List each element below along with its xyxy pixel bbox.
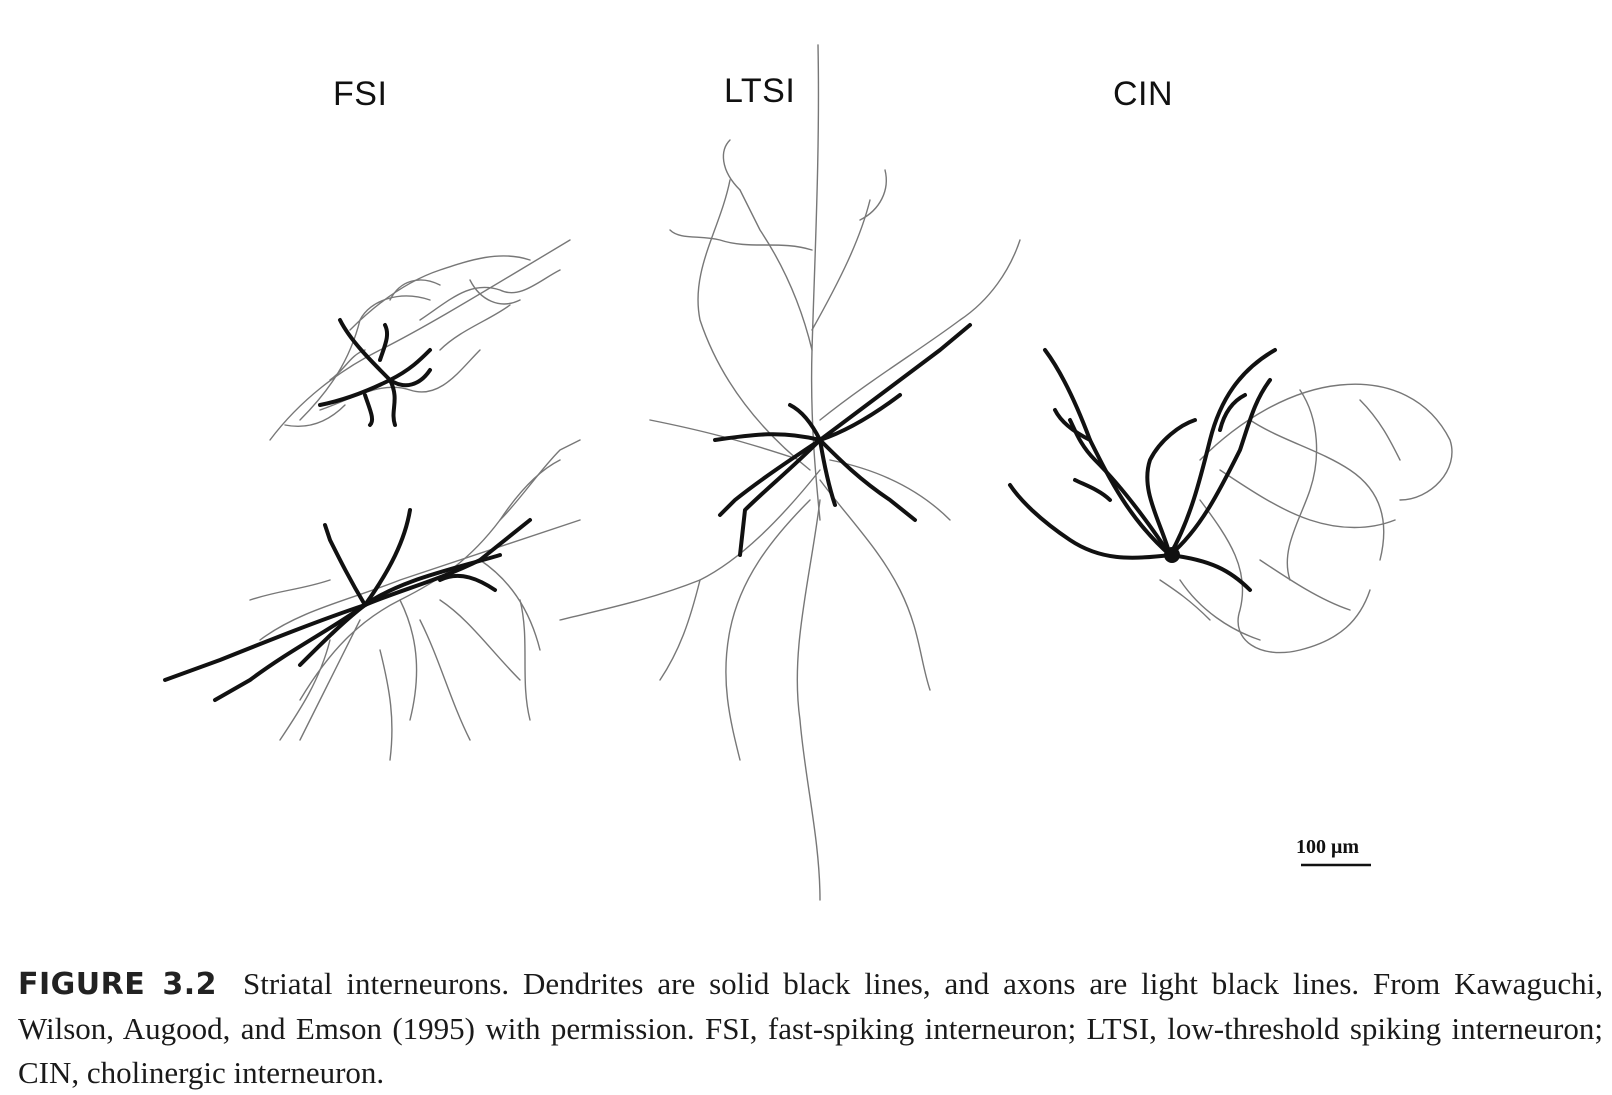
figure-area: FSI LTSI CIN 100 μm — [163, 44, 1453, 901]
fsi-lower-neuron — [163, 439, 581, 761]
cin-soma — [1164, 547, 1180, 563]
fsi-upper-axon — [269, 239, 571, 441]
fsi-lower-dendrites — [163, 508, 532, 702]
figure-number: FIGURE 3.2 — [18, 967, 217, 1002]
cin-axon — [1159, 383, 1453, 654]
fsi-upper-neuron — [269, 239, 571, 441]
caption-text: Striatal interneurons. Dendrites are sol… — [18, 966, 1603, 1090]
cin-dendrites — [1008, 348, 1277, 592]
scale-bar-label: 100 μm — [1296, 836, 1359, 858]
panel-label-fsi: FSI — [333, 75, 388, 113]
cin-neuron — [1008, 348, 1453, 654]
figure-caption: FIGURE 3.2 Striatal interneurons. Dendrit… — [18, 962, 1603, 1095]
fsi-upper-dendrites — [318, 318, 432, 427]
ltsi-axon — [559, 44, 1021, 901]
ltsi-neuron — [559, 44, 1021, 901]
fsi-lower-axon — [249, 439, 581, 761]
panel-label-cin: CIN — [1113, 75, 1174, 113]
panel-label-ltsi: LTSI — [724, 72, 796, 110]
ltsi-dendrites — [713, 323, 972, 557]
neuron-drawings — [163, 44, 1453, 901]
